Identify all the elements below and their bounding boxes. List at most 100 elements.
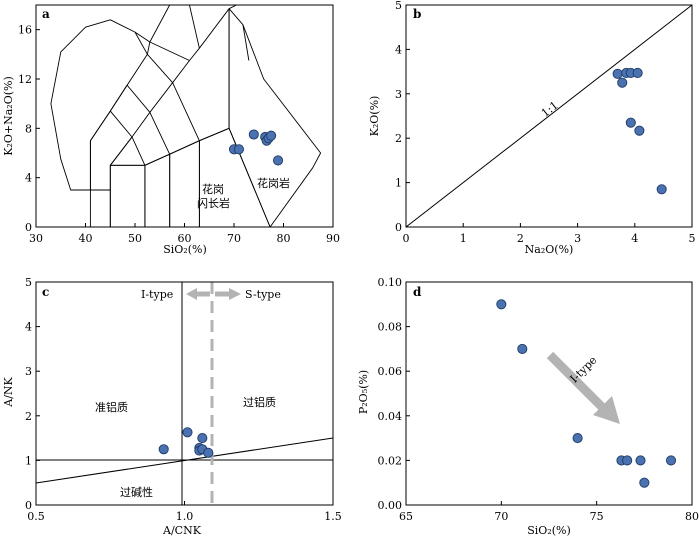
tas-field-boundary	[172, 82, 200, 141]
panel-d-letter: d	[413, 285, 422, 299]
field-label-granodiorite-2: 闪长岩	[197, 196, 230, 210]
y-tick-label: 0	[25, 499, 32, 512]
data-point	[197, 433, 208, 444]
panel-c-y-ticks: 0 1 2 3 4 5	[25, 276, 40, 512]
data-point	[248, 129, 259, 140]
panel-b-letter: b	[413, 7, 421, 21]
data-point	[517, 343, 528, 354]
x-tick-label: 65	[399, 510, 413, 523]
y-tick-label: 12	[18, 73, 32, 86]
s-type-arrow	[215, 288, 241, 300]
y-tick-label: 5	[25, 276, 32, 289]
y-tick-label: 0.04	[378, 410, 403, 423]
panel-a-x-axis-label: SiO₂(%)	[163, 243, 207, 256]
i-type-trend-label: I-type	[568, 354, 600, 386]
panel-b-y-ticks: 0 1 2 3 4 5	[395, 0, 410, 234]
data-point	[273, 155, 284, 166]
panel-d-p2o5-sio2: I-type 65 70 75 80 0.00 0.02 0.04 0.06 0.08 0.10…	[357, 276, 699, 537]
y-tick-label: 0.02	[378, 454, 403, 467]
s-type-label: S-type	[245, 288, 281, 301]
one-to-one-line	[405, 4, 693, 228]
tas-field-boundary	[147, 54, 173, 83]
y-tick-label: 0	[25, 221, 32, 234]
tas-field-boundary	[109, 84, 128, 112]
y-tick-label: 1	[25, 454, 32, 467]
y-tick-label: 0.00	[378, 499, 403, 512]
panel-c-y-axis-label: A/NK	[2, 376, 15, 407]
data-point	[625, 117, 636, 128]
panel-c-x-ticks: 0.5 1.0 1.5	[27, 501, 342, 523]
tas-field-boundary	[149, 41, 190, 61]
i-type-arrow	[186, 288, 210, 300]
y-tick-label: 5	[395, 0, 402, 12]
panel-d-frame	[405, 281, 693, 506]
x-tick-label: 1.5	[324, 510, 342, 523]
panel-a-letter: a	[42, 7, 50, 21]
x-tick-label: 40	[79, 232, 93, 245]
panel-b-frame	[405, 4, 693, 228]
region-label-peralkaline: 过碱性	[120, 485, 153, 499]
x-tick-label: 30	[29, 232, 43, 245]
tas-field-polygon	[109, 164, 146, 228]
panel-a-y-ticks: 0 4 8 12 16	[18, 24, 40, 234]
panel-a-data-points	[228, 129, 284, 166]
tas-field-boundary	[126, 84, 151, 113]
data-point	[632, 67, 643, 78]
x-tick-label: 5	[689, 232, 696, 245]
panel-c-frame	[35, 281, 334, 506]
x-tick-label: 1.0	[176, 510, 194, 523]
panel-d-y-ticks: 0.00 0.02 0.04 0.06 0.08 0.10	[378, 276, 410, 512]
tas-field-polygon	[50, 19, 148, 191]
y-tick-label: 3	[395, 88, 402, 101]
field-label-granite: 花岗岩	[257, 176, 290, 190]
data-point	[634, 125, 645, 136]
panel-b-x-ticks: 0 1 2 3 4 5	[403, 223, 696, 245]
data-point	[496, 299, 507, 310]
panel-c-data-points	[158, 427, 214, 458]
tas-field-boundary	[242, 24, 250, 61]
panel-a-tas-diagram: 30 40 50 60 70 80 90 0 4 8 12 16 a 花岗 闪长岩 花岗岩 SiO₂…	[2, 4, 340, 256]
x-tick-label: 60	[178, 232, 192, 245]
peralkaline-boundary-line	[35, 437, 334, 484]
y-tick-label: 8	[25, 122, 32, 135]
tas-field-boundary	[134, 31, 151, 43]
x-tick-label: 50	[128, 232, 142, 245]
tas-field-boundary	[228, 4, 237, 10]
data-point	[639, 477, 650, 488]
data-point	[203, 447, 214, 458]
i-type-label: I-type	[141, 288, 173, 301]
x-tick-label: 70	[494, 510, 508, 523]
y-tick-label: 3	[25, 365, 32, 378]
y-tick-label: 4	[395, 43, 402, 56]
panel-a-x-ticks: 30 40 50 60 70 80 90	[29, 223, 340, 245]
panel-b-y-axis-label: K₂O(%)	[368, 96, 381, 137]
one-to-one-label: 1:1	[539, 99, 561, 120]
panel-d-x-axis-label: SiO₂(%)	[527, 524, 571, 537]
tas-field-boundary	[189, 4, 200, 49]
tas-field-boundaries	[50, 4, 322, 228]
y-tick-label: 16	[18, 24, 32, 37]
panel-d-x-ticks: 65 70 75 80	[399, 501, 699, 523]
tas-field-boundary	[149, 4, 171, 43]
y-tick-label: 1	[395, 177, 402, 190]
data-point	[158, 444, 169, 455]
y-tick-label: 0.08	[378, 321, 403, 334]
data-point	[665, 455, 677, 466]
panel-a-frame	[35, 4, 334, 228]
data-point	[612, 68, 623, 79]
x-tick-label: 3	[574, 232, 581, 245]
x-tick-label: 70	[227, 232, 241, 245]
panel-d-data-points	[496, 299, 677, 488]
x-tick-label: 80	[685, 510, 699, 523]
x-tick-label: 0.5	[27, 510, 45, 523]
panel-c-shand-diagram: I-type S-type 准铝质 过铝质 过碱性 0.5 1.0 1.5 0 1 2 3…	[2, 276, 342, 537]
tas-field-polygon	[89, 189, 111, 228]
tas-field-polygon	[109, 8, 230, 166]
data-point	[266, 130, 277, 141]
tas-field-polygon	[169, 140, 200, 228]
x-tick-label: 80	[277, 232, 291, 245]
tas-field-boundary	[146, 41, 151, 55]
field-label-granodiorite-1: 花岗	[202, 183, 224, 196]
y-tick-label: 0.06	[378, 365, 403, 378]
tas-field-boundary	[149, 112, 171, 155]
